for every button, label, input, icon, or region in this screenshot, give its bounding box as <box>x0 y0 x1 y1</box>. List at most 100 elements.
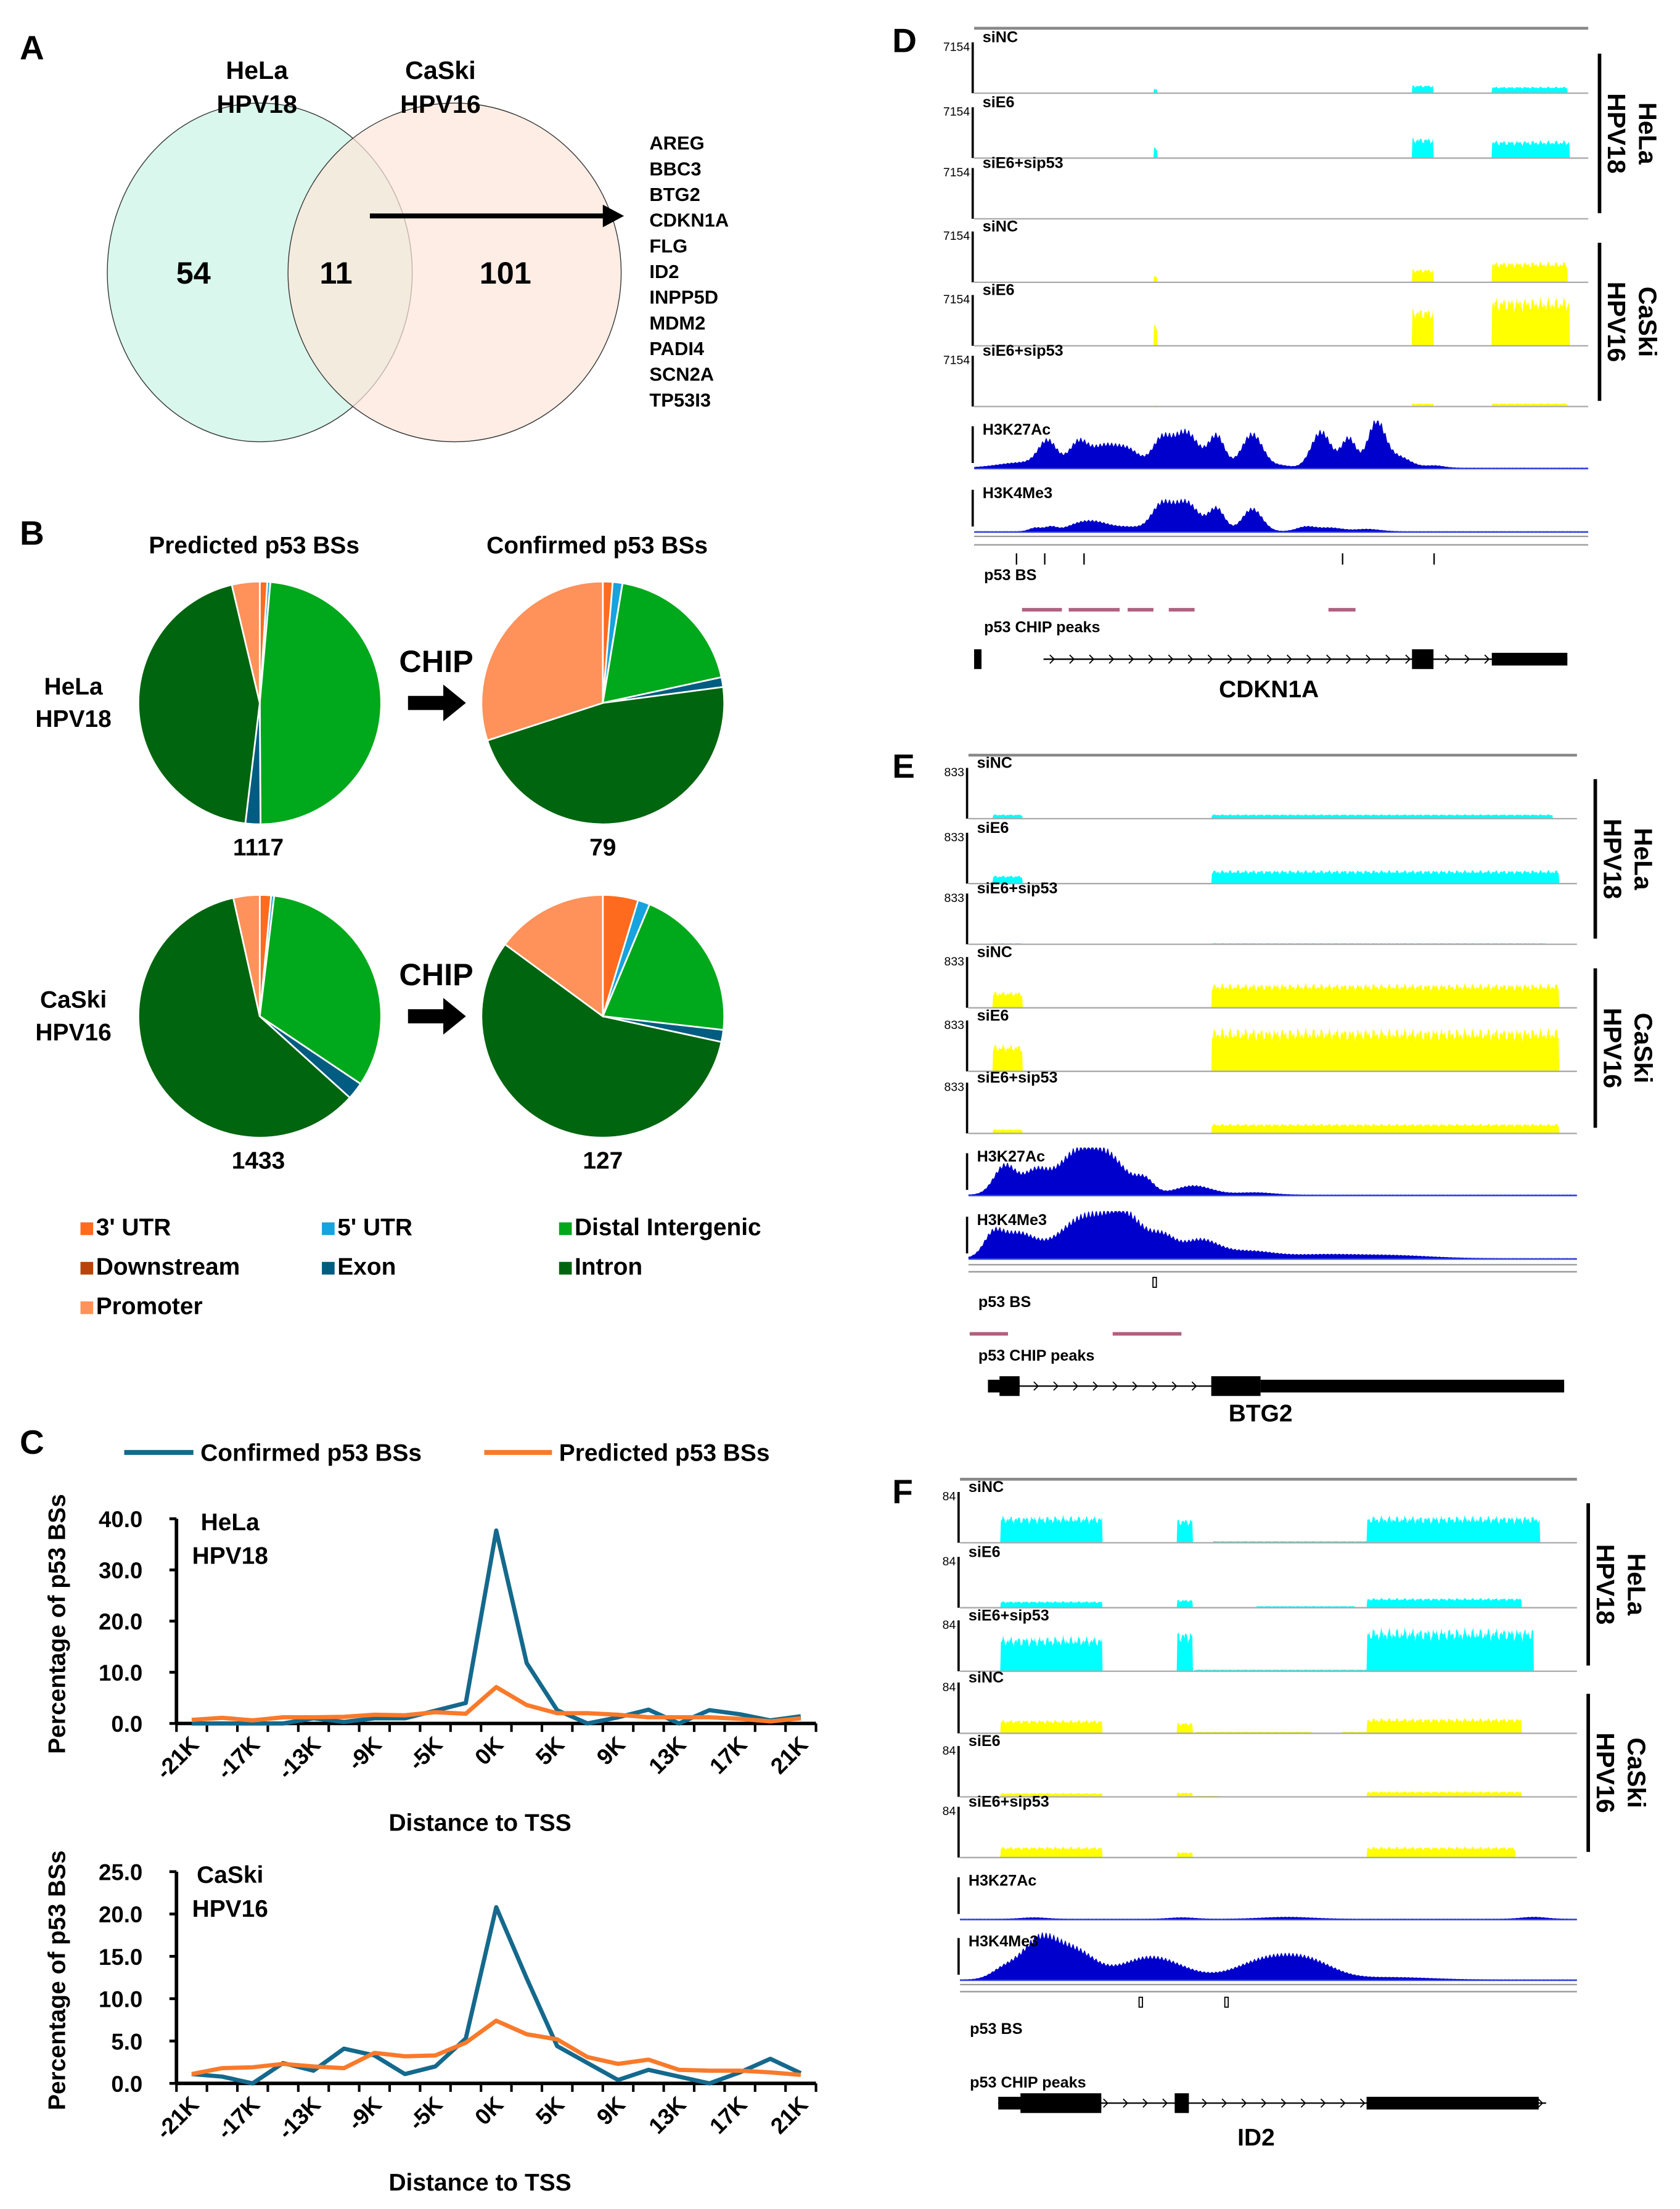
track-sample-label: siE6 <box>983 281 1015 298</box>
strand-chevron-icon <box>1168 654 1174 664</box>
signal-track: 833 siE6 <box>944 1007 1577 1072</box>
p53-bs-mark <box>1152 1277 1157 1288</box>
pie-count-confirmed: 79 <box>589 834 616 861</box>
track-sample-label: siNC <box>977 754 1012 771</box>
panel-label-c: C <box>20 1423 44 1461</box>
exon-block <box>1366 2096 1539 2110</box>
group-label-hpv: HPV16 <box>1598 1008 1626 1089</box>
y-tick-label: 15.0 <box>99 1945 142 1970</box>
strand-chevron-icon <box>1306 654 1312 664</box>
panel-label-b: B <box>20 514 44 552</box>
pie-column-title-predicted: Predicted p53 BSs <box>149 532 359 559</box>
strand-chevron-icon <box>1359 2098 1366 2108</box>
legend-swatch <box>322 1222 335 1236</box>
track-sample-label: siNC <box>983 218 1018 235</box>
strand-chevron-icon <box>1103 2098 1108 2108</box>
exon-block <box>1174 2093 1189 2113</box>
histone-track: H3K4Me3 <box>957 1932 1577 1982</box>
legend-label: Distal Intergenic <box>575 1214 761 1240</box>
panel-label-f: F <box>892 1472 913 1510</box>
gene-name: CDKN1A <box>1219 676 1319 703</box>
pie-count-confirmed: 127 <box>583 1148 623 1174</box>
coverage-area <box>968 814 1577 819</box>
p53-bs-label: p53 BS <box>984 567 1036 584</box>
track-scale-label: 7154 <box>943 40 970 54</box>
track-scale-label: 7154 <box>943 293 970 306</box>
exon-block <box>1260 1379 1565 1393</box>
shared-gene: MDM2 <box>649 312 705 334</box>
gene-name: ID2 <box>1237 2125 1275 2151</box>
track-scale-label: 833 <box>944 1018 964 1032</box>
strand-chevron-icon <box>1320 2098 1326 2108</box>
series-line-confirmed <box>191 1905 802 2086</box>
strand-chevron-icon <box>1162 2098 1168 2108</box>
coverage-area <box>968 1026 1577 1072</box>
strand-chevron-icon <box>1326 654 1332 664</box>
strand-chevron-icon <box>1049 654 1055 664</box>
signal-track: 84 siE6 <box>943 1732 1577 1798</box>
shared-gene: BTG2 <box>649 184 700 205</box>
y-tick-label: 25.0 <box>99 1860 142 1885</box>
histone-track: H3K4Me3 <box>965 1211 1577 1260</box>
series-line-confirmed <box>191 1528 801 1726</box>
signal-track: 84 siE6 <box>943 1543 1577 1609</box>
group-label-hpv: HPV18 <box>1598 819 1626 900</box>
strand-chevron-icon <box>1266 654 1272 664</box>
pie-column-title-confirmed: Confirmed p53 BSs <box>486 532 708 559</box>
histone-coverage-area <box>960 1917 1577 1920</box>
pie-count-predicted: 1433 <box>232 1148 285 1174</box>
x-tick-label: 0K <box>470 1731 508 1769</box>
p53-bs-label: p53 BS <box>978 1293 1031 1311</box>
shared-gene: CDKN1A <box>649 210 729 231</box>
chart-annotation-hpv: HPV18 <box>192 1543 268 1570</box>
group-label-cell: HeLa <box>1622 1554 1650 1617</box>
track-scale-label: 84 <box>943 1490 956 1504</box>
histone-track-label: H3K4Me3 <box>983 485 1052 502</box>
coverage-area <box>960 1718 1577 1734</box>
strand-chevron-icon <box>1286 654 1292 664</box>
strand-chevron-icon <box>1092 1381 1099 1391</box>
signal-track: 833 siE6+sip53 <box>944 880 1577 945</box>
gene-name: BTG2 <box>1229 1400 1293 1427</box>
track-sample-label: siNC <box>969 1669 1004 1686</box>
signal-track: 833 siNC <box>944 943 1577 1009</box>
shared-gene: AREG <box>649 133 704 154</box>
x-tick-label: 17K <box>705 1731 752 1779</box>
legend-swatch <box>80 1261 94 1275</box>
strand-chevron-icon <box>1108 654 1115 664</box>
strand-chevron-icon <box>1148 654 1154 664</box>
coverage-area <box>960 1626 1577 1671</box>
arrow-head-icon <box>602 204 625 227</box>
chip-label: CHIP <box>399 644 473 679</box>
track-scale-label: 84 <box>943 1555 956 1568</box>
strand-chevron-icon <box>1202 2098 1208 2108</box>
y-axis-label: Percentage of p53 BSs <box>44 1850 70 2110</box>
strand-chevron-icon <box>1112 1381 1118 1391</box>
legend-swatch <box>559 1261 572 1275</box>
coverage-area <box>974 84 1589 94</box>
x-tick-label: 9K <box>592 2091 630 2129</box>
track-scale-label: 833 <box>944 1081 964 1094</box>
gene-model <box>974 649 1568 670</box>
group-label-cell: HeLa <box>1634 102 1662 165</box>
track-sample-label: siE6+sip53 <box>983 342 1063 359</box>
y-axis-label: Percentage of p53 BSs <box>44 1494 70 1754</box>
strand-chevron-icon <box>1405 654 1411 664</box>
strand-chevron-icon <box>1280 2098 1287 2108</box>
exon-block <box>1020 2093 1102 2113</box>
pie-chart <box>137 580 382 826</box>
track-sample-label: siNC <box>969 1478 1004 1496</box>
strand-chevron-icon <box>1247 654 1253 664</box>
x-tick-label: -21K <box>151 2091 204 2144</box>
pie-slice-intron <box>480 943 723 1139</box>
y-tick-label: 30.0 <box>99 1558 142 1583</box>
venn-count-shared: 11 <box>319 255 352 290</box>
chip-arrow-icon <box>408 684 466 721</box>
pie-chart <box>480 580 726 826</box>
x-tick-label: 21K <box>766 1731 813 1779</box>
histone-coverage-area <box>974 420 1589 469</box>
line-chart-2: 0.0 5.0 10.0 15.0 20.0 25.0 -21K -17K -13K -9K -5K… <box>44 1850 817 2196</box>
signal-track: 84 siNC <box>943 1478 1577 1544</box>
strand-chevron-icon <box>1207 654 1213 664</box>
x-tick-label: -13K <box>273 2091 326 2144</box>
